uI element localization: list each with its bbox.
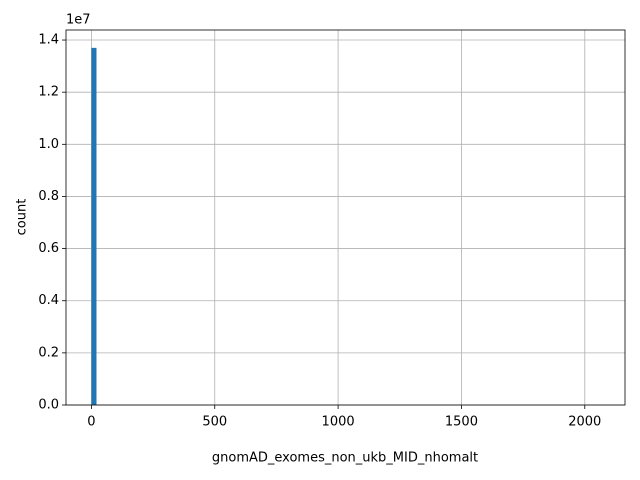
x-tick-label: 1500 bbox=[445, 415, 478, 430]
y-offset-label: 1e7 bbox=[66, 13, 91, 28]
y-axis-label: count bbox=[15, 199, 30, 236]
y-tick-label: 0.2 bbox=[38, 345, 59, 360]
y-tick-label: 1.0 bbox=[38, 137, 59, 152]
y-tick-label: 0.8 bbox=[38, 189, 59, 204]
x-tick-label: 2000 bbox=[568, 415, 601, 430]
y-tick-label: 0.4 bbox=[38, 293, 59, 308]
x-axis-label: gnomAD_exomes_non_ukb_MID_nhomalt bbox=[212, 451, 478, 466]
y-tick-label: 1.2 bbox=[38, 85, 59, 100]
plot-frame bbox=[65, 29, 626, 406]
x-tick-label: 0 bbox=[87, 415, 95, 430]
y-tick-label: 0.6 bbox=[38, 241, 59, 256]
x-tick-label: 500 bbox=[202, 415, 227, 430]
x-tick-label: 1000 bbox=[322, 415, 355, 430]
y-tick-label: 0.0 bbox=[38, 398, 59, 413]
bar bbox=[91, 47, 97, 405]
y-tick-label: 1.4 bbox=[38, 33, 59, 48]
